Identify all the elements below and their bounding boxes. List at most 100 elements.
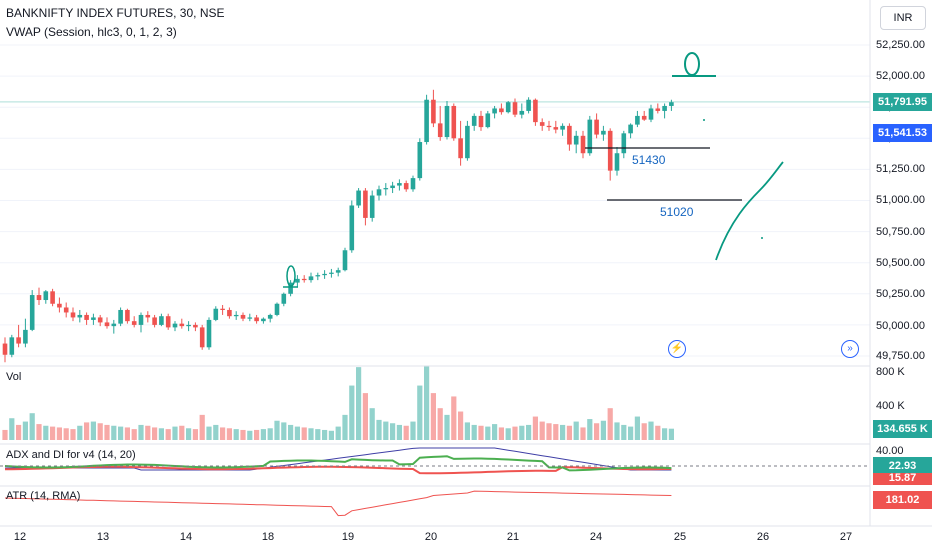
volume-bar xyxy=(77,425,83,440)
candle-body xyxy=(376,189,382,196)
volume-bar xyxy=(403,425,409,440)
candle-body xyxy=(274,303,280,315)
volume-bar xyxy=(505,428,511,440)
time-tick: 19 xyxy=(341,531,355,543)
volume-bar xyxy=(383,421,389,440)
volume-bar xyxy=(464,422,470,440)
price-tick: 50,750.00 xyxy=(876,226,925,238)
candle-body xyxy=(601,130,606,135)
candle-body xyxy=(390,185,395,189)
last-price-tag: 51,791.95 xyxy=(873,93,932,111)
candle-body xyxy=(179,323,185,327)
candle-body xyxy=(471,115,477,126)
volume-bar xyxy=(274,420,280,440)
volume-bar xyxy=(84,422,90,440)
volume-bar xyxy=(50,426,56,440)
grid-lines xyxy=(0,44,870,357)
volume-bar xyxy=(580,427,586,440)
candle-body xyxy=(111,323,117,327)
candle-body xyxy=(499,108,504,113)
candle-body xyxy=(546,125,552,128)
candle-body xyxy=(267,314,273,319)
vwap-price-tag: 51,541.53 xyxy=(873,124,932,142)
volume-bar xyxy=(471,424,477,440)
volume-bar xyxy=(2,429,8,440)
candle-body xyxy=(437,123,443,138)
candle-body xyxy=(410,178,416,190)
candle-body xyxy=(36,295,42,301)
candle-body xyxy=(383,188,389,190)
volume-bar xyxy=(233,429,239,440)
candle-body xyxy=(295,278,300,283)
candle-body xyxy=(662,105,667,111)
candle-body xyxy=(138,314,144,325)
candle-body xyxy=(342,250,348,271)
candle-body xyxy=(29,295,35,330)
time-tick: 27 xyxy=(839,531,853,543)
volume-bar xyxy=(288,424,294,440)
volume-bar xyxy=(254,429,260,440)
volume-label[interactable]: Vol xyxy=(6,371,22,383)
candle-body xyxy=(369,195,375,218)
volume-bar xyxy=(124,427,130,440)
volume-bar xyxy=(594,423,600,440)
volume-bar xyxy=(226,428,232,440)
candle-body xyxy=(152,317,157,325)
volume-bar xyxy=(335,426,341,440)
volume-bar xyxy=(328,430,334,440)
candle-body xyxy=(193,324,198,328)
volume-bar xyxy=(424,365,430,440)
volume-bar xyxy=(220,427,226,440)
volume-bar xyxy=(43,425,49,440)
candle-body xyxy=(254,317,259,322)
candle-body xyxy=(614,153,620,171)
breakout-circle xyxy=(286,265,296,287)
user-drawings[interactable] xyxy=(283,52,784,288)
candle-body xyxy=(91,317,96,320)
volume-bar xyxy=(492,424,498,440)
volume-bar xyxy=(498,427,504,440)
candle-body xyxy=(539,122,545,126)
candle-body xyxy=(159,316,164,325)
time-tick: 18 xyxy=(261,531,275,543)
candle-body xyxy=(444,105,450,138)
volume-bar xyxy=(294,426,300,440)
candle-body xyxy=(628,124,633,134)
candle-body xyxy=(669,102,674,106)
flash-icon[interactable]: ⚡ xyxy=(668,340,686,358)
volume-bar xyxy=(628,426,634,440)
vwap-indicator-label[interactable]: VWAP (Session, hlc3, 0, 1, 2, 3) xyxy=(6,25,177,39)
time-tick: 21 xyxy=(506,531,520,543)
volume-bar xyxy=(349,385,355,440)
adx-label[interactable]: ADX and DI for v4 (14, 20) xyxy=(6,449,136,461)
volume-bar xyxy=(478,425,484,440)
candle-body xyxy=(104,322,110,327)
candle-body xyxy=(363,190,368,218)
volume-bar xyxy=(634,416,640,440)
volume-bar xyxy=(213,424,219,440)
adx-lines xyxy=(4,447,672,475)
price-tick: 50,250.00 xyxy=(876,288,925,300)
volume-bar xyxy=(458,411,464,440)
candle-body xyxy=(16,337,21,344)
annotation-51430[interactable]: 51430 xyxy=(632,153,666,167)
volume-bar xyxy=(369,408,375,440)
candle-body xyxy=(199,327,205,348)
volume-bar xyxy=(390,423,396,440)
volume-bar xyxy=(267,428,273,440)
skip-forward-icon[interactable]: » xyxy=(841,340,859,358)
candle-body xyxy=(594,119,599,135)
volume-bar xyxy=(600,420,606,440)
volume-bar xyxy=(485,426,491,440)
atr-label[interactable]: ATR (14, RMA) xyxy=(6,490,81,502)
volume-bar xyxy=(573,421,579,440)
candle-body xyxy=(213,308,219,320)
candle-body xyxy=(492,108,497,114)
currency-button[interactable]: INR xyxy=(880,6,926,30)
symbol-title[interactable]: BANKNIFTY INDEX FUTURES, 30, NSE xyxy=(6,6,225,20)
volume-bar xyxy=(322,429,328,440)
volume-bar xyxy=(260,429,266,440)
annotation-51020[interactable]: 51020 xyxy=(660,205,694,219)
adx-tick: 40.00 xyxy=(876,445,904,457)
